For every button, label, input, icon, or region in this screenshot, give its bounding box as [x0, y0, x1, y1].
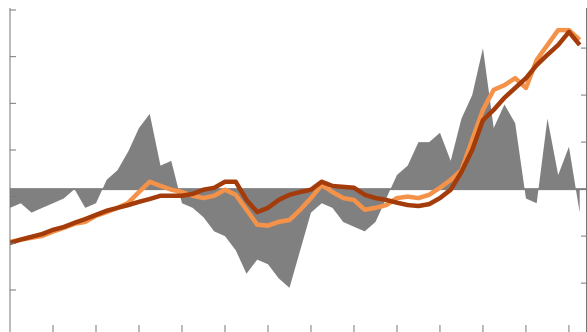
area [10, 48, 580, 288]
line [9, 29, 582, 246]
